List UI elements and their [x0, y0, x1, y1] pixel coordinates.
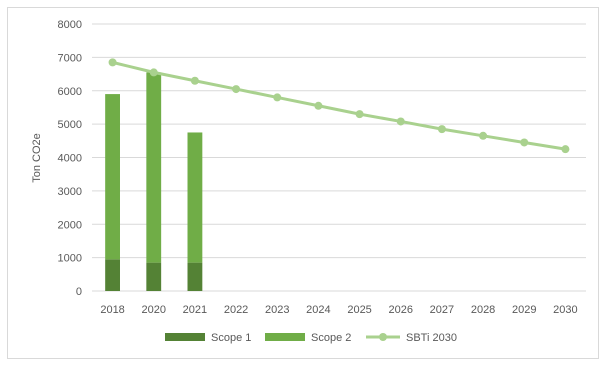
y-tick-label: 5000	[58, 119, 82, 131]
x-tick-label: 2026	[389, 304, 413, 316]
chart-frame: 0 1000 2000 3000 4000 5000 6000 7000 8000 2018 20…	[7, 7, 599, 359]
line-point	[232, 85, 240, 93]
x-tick-label: 2023	[265, 304, 289, 316]
x-tick-label: 2028	[471, 304, 495, 316]
x-tick-label: 2029	[512, 304, 536, 316]
x-tick-label: 2024	[306, 304, 330, 316]
line-point	[191, 77, 199, 85]
x-tick-label: 2021	[183, 304, 207, 316]
bar-scope-1	[105, 259, 120, 291]
line-point	[356, 110, 364, 118]
line-point	[397, 117, 405, 125]
bar-scope-1	[188, 263, 203, 291]
line-point	[150, 68, 158, 76]
bars	[105, 72, 202, 291]
bar-scope-2	[105, 94, 120, 259]
legend-marker	[379, 333, 387, 341]
line-point	[479, 132, 487, 140]
y-tick-label: 2000	[58, 219, 82, 231]
bar-scope-2	[146, 72, 161, 262]
line-point	[520, 138, 528, 146]
x-tick-label: 2030	[553, 304, 577, 316]
x-tick-label: 2022	[224, 304, 248, 316]
x-axis-ticks: 2018 2020 2021 2022 2023 2024 2025 2026 2027 2028…	[100, 304, 577, 316]
bar-scope-2	[188, 132, 203, 262]
line-point	[314, 102, 322, 110]
line-point	[109, 58, 117, 66]
legend-label: Scope 2	[311, 332, 351, 344]
legend: Scope 1 Scope 2 SBTi 2030	[165, 332, 457, 344]
y-tick-label: 3000	[58, 186, 82, 198]
line-point	[273, 93, 281, 101]
y-axis-ticks: 0 1000 2000 3000 4000 5000 6000 7000 8000	[58, 19, 82, 298]
y-tick-label: 0	[76, 286, 82, 298]
x-tick-label: 2025	[347, 304, 371, 316]
legend-label: Scope 1	[211, 332, 251, 344]
line-point	[561, 145, 569, 153]
x-tick-label: 2018	[100, 304, 124, 316]
y-tick-label: 7000	[58, 52, 82, 64]
sbti-line	[109, 58, 570, 153]
x-tick-label: 2027	[430, 304, 454, 316]
y-tick-label: 8000	[58, 19, 82, 31]
bar-scope-1	[146, 263, 161, 291]
legend-swatch	[265, 333, 305, 341]
x-tick-label: 2020	[142, 304, 166, 316]
grid-lines	[92, 24, 586, 291]
legend-label: SBTi 2030	[406, 332, 457, 344]
y-axis-label: Ton CO2e	[31, 133, 43, 183]
line-path	[113, 62, 566, 149]
legend-swatch	[165, 333, 205, 341]
y-tick-label: 1000	[58, 253, 82, 265]
line-point	[438, 125, 446, 133]
y-tick-label: 4000	[58, 153, 82, 165]
y-tick-label: 6000	[58, 86, 82, 98]
